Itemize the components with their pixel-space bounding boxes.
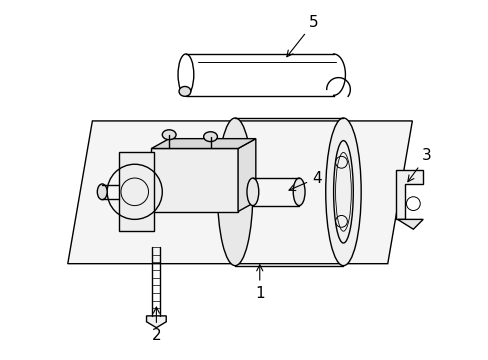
Polygon shape (151, 139, 255, 148)
Text: 2: 2 (151, 307, 161, 343)
Ellipse shape (179, 86, 190, 96)
Ellipse shape (162, 130, 176, 140)
Ellipse shape (325, 118, 361, 266)
Ellipse shape (97, 184, 107, 200)
Text: 1: 1 (254, 265, 264, 301)
Ellipse shape (203, 132, 217, 141)
Ellipse shape (246, 178, 258, 206)
Ellipse shape (293, 178, 305, 206)
Text: 5: 5 (286, 15, 318, 57)
Polygon shape (395, 170, 422, 219)
Polygon shape (397, 219, 422, 229)
Text: 3: 3 (407, 148, 431, 182)
Ellipse shape (217, 118, 252, 266)
Polygon shape (146, 316, 166, 328)
Polygon shape (119, 152, 154, 231)
Text: 4: 4 (288, 171, 321, 190)
Polygon shape (68, 121, 411, 264)
Polygon shape (151, 148, 238, 212)
Polygon shape (238, 139, 255, 212)
